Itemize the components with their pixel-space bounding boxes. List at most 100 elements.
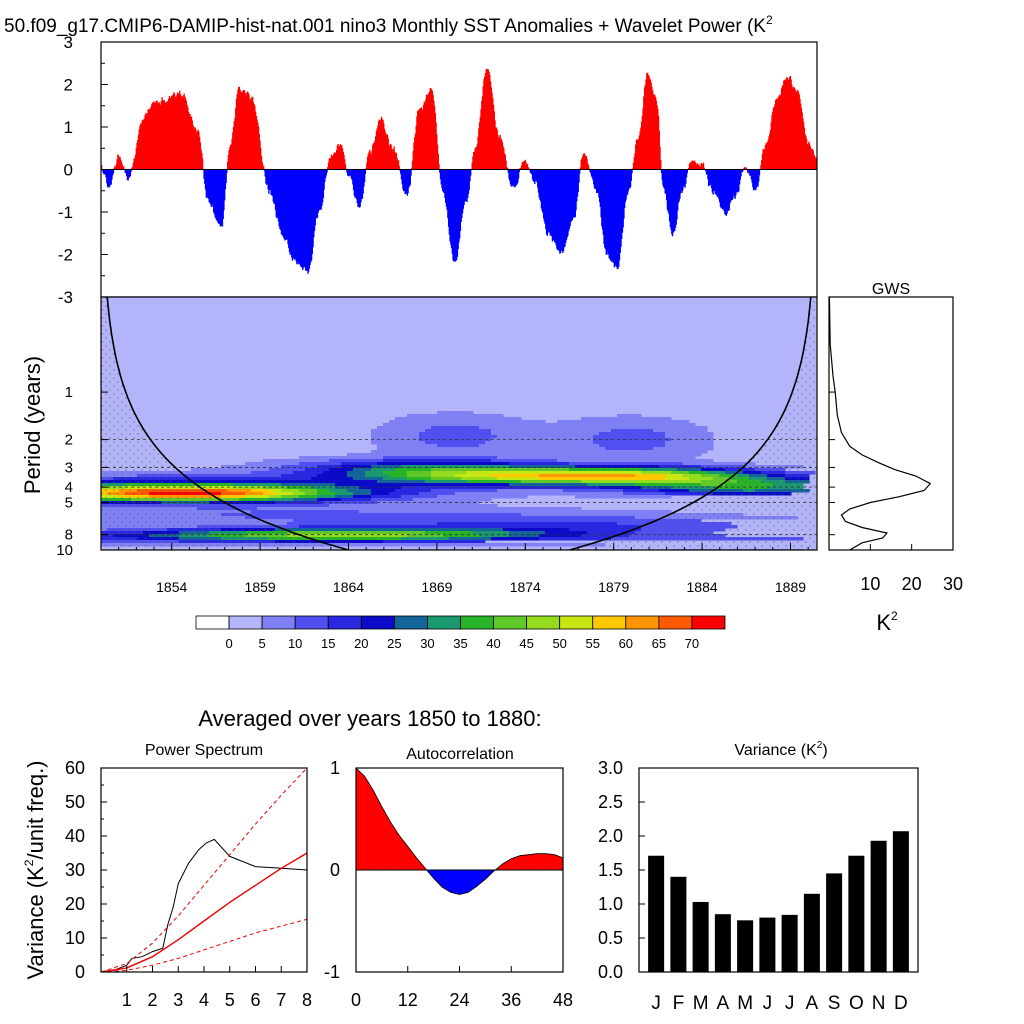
sst-anomaly-bar: [469, 169, 471, 182]
sst-anomaly-bar: [510, 169, 512, 187]
sst-anomaly-bar: [606, 169, 608, 255]
sst-anomaly-bar: [453, 169, 456, 261]
sst-anomaly-bar: [404, 169, 406, 194]
sst-anomaly-bar: [338, 146, 341, 170]
sst-anomaly-bar: [641, 115, 644, 170]
sst-anomaly-bar: [119, 157, 121, 170]
sst-anomaly-bar: [553, 169, 555, 241]
sst-anomaly-bar: [221, 169, 223, 227]
wavelet-power-cell: [275, 540, 384, 544]
wavelet-power-cell: [641, 471, 672, 475]
sst-anomaly-bar: [430, 88, 432, 170]
sst-anomaly-bar: [325, 169, 328, 176]
power-spectrum-y-tick-label: 0: [75, 962, 85, 982]
sst-anomaly-bar: [470, 169, 472, 176]
sst-anomaly-bar: [632, 162, 635, 170]
sst-anomaly-bar: [537, 169, 539, 188]
sst-anomaly-bar: [160, 101, 163, 170]
sst-anomaly-bar: [692, 161, 694, 170]
sst-anomaly-bar: [425, 94, 428, 170]
variance-month-label: J: [785, 993, 795, 1014]
sst-anomaly-bar: [459, 169, 461, 239]
sst-anomaly-bar: [323, 169, 325, 190]
wavelet-power-cell: [581, 534, 630, 538]
sst-anomaly-bar: [500, 139, 503, 170]
sst-anomaly-bar: [118, 157, 121, 170]
wavelet-power-cell: [563, 489, 624, 493]
sst-anomaly-bar: [563, 169, 565, 248]
wavelet-power-cell: [329, 468, 354, 472]
wavelet-power-cell: [521, 513, 744, 517]
sst-anomaly-bar: [287, 169, 289, 245]
sst-anomaly-bar: [745, 167, 747, 170]
sst-anomaly-bar: [749, 169, 751, 176]
sst-anomaly-bar: [679, 169, 682, 194]
sst-anomaly-bar: [417, 110, 420, 170]
sst-anomaly-bar: [224, 169, 227, 190]
sst-anomaly-bar: [275, 169, 277, 217]
sst-anomaly-bar: [395, 152, 397, 170]
wavelet-power-cell: [365, 471, 384, 475]
sst-anomaly-bar: [518, 169, 521, 173]
sst-anomaly-bar: [153, 101, 155, 170]
sst-anomaly-bar: [475, 147, 477, 170]
sst-anomaly-bar: [777, 96, 780, 170]
sst-anomaly-bar: [691, 161, 693, 170]
wavelet-y-tick-label: 3: [65, 459, 73, 476]
sst-anomaly-bar: [613, 169, 616, 268]
sst-anomaly-bar: [363, 169, 365, 187]
wavelet-power-cell: [335, 492, 354, 496]
variance-bar: [692, 901, 709, 972]
sst-anomaly-bar: [776, 98, 778, 170]
sst-anomaly-bar: [112, 169, 115, 174]
wavelet-power-cell: [611, 429, 654, 433]
sst-anomaly-bar: [293, 169, 295, 259]
sst-anomaly-bar: [637, 139, 639, 170]
sst-anomaly-bar: [150, 106, 152, 170]
sst-anomaly-bar: [516, 169, 518, 185]
sst-anomaly-bar: [129, 169, 132, 177]
wavelet-power-cell: [635, 474, 666, 478]
sst-anomaly-bar: [303, 169, 305, 267]
sst-anomaly-bar: [384, 131, 386, 170]
sst-anomaly-bar: [421, 109, 423, 170]
sst-anomaly-bar: [585, 155, 588, 170]
wavelet-power-cell: [701, 480, 738, 484]
sst-anomaly-bar: [233, 121, 235, 170]
autocorrelation-segment: [433, 869, 443, 888]
sst-anomaly-bar: [155, 100, 157, 170]
colorbar-swatch: [559, 615, 594, 630]
sst-anomaly-bar: [670, 169, 672, 230]
sst-anomaly-bar: [693, 160, 696, 170]
wavelet-power-cell: [539, 534, 582, 538]
sst-anomaly-bar: [212, 169, 215, 213]
sst-anomaly-bar: [296, 169, 298, 265]
sst-anomaly-bar: [266, 169, 269, 184]
sst-anomaly-bar: [232, 126, 235, 170]
autocorrelation-y-tick-label: 0: [330, 860, 340, 880]
wavelet-power-cell: [317, 498, 342, 502]
autocorrelation-segment: [364, 775, 374, 871]
sst-anomaly-bar: [381, 119, 383, 170]
sst-anomaly-bar: [431, 89, 433, 170]
sst-anomaly-bar: [393, 146, 395, 170]
wavelet-power-cell: [593, 441, 666, 445]
sst-anomaly-bar: [159, 104, 161, 170]
colorbar-label: 45: [519, 636, 533, 651]
sst-anomaly-bar: [674, 169, 677, 228]
variance-y-tick-label: 2.0: [598, 826, 623, 846]
wavelet-power-cell: [497, 456, 696, 460]
sst-anomaly-bar: [630, 169, 632, 181]
sst-anomaly-bar: [243, 90, 245, 170]
sst-anomaly-bar: [182, 95, 185, 170]
wavelet-power-cell: [263, 486, 288, 490]
sst-anomaly-bar: [457, 169, 459, 250]
sst-anomaly-bar: [243, 90, 246, 170]
sst-anomaly-bar: [299, 169, 302, 267]
sst-anomaly-bar: [636, 140, 638, 170]
wavelet-y-tick-label: 1: [65, 384, 73, 401]
sst-anomaly-bar: [663, 169, 666, 189]
sst-anomaly-bar: [377, 121, 380, 170]
sst-anomaly-bar: [165, 102, 168, 170]
sst-anomaly-bar: [725, 169, 727, 216]
